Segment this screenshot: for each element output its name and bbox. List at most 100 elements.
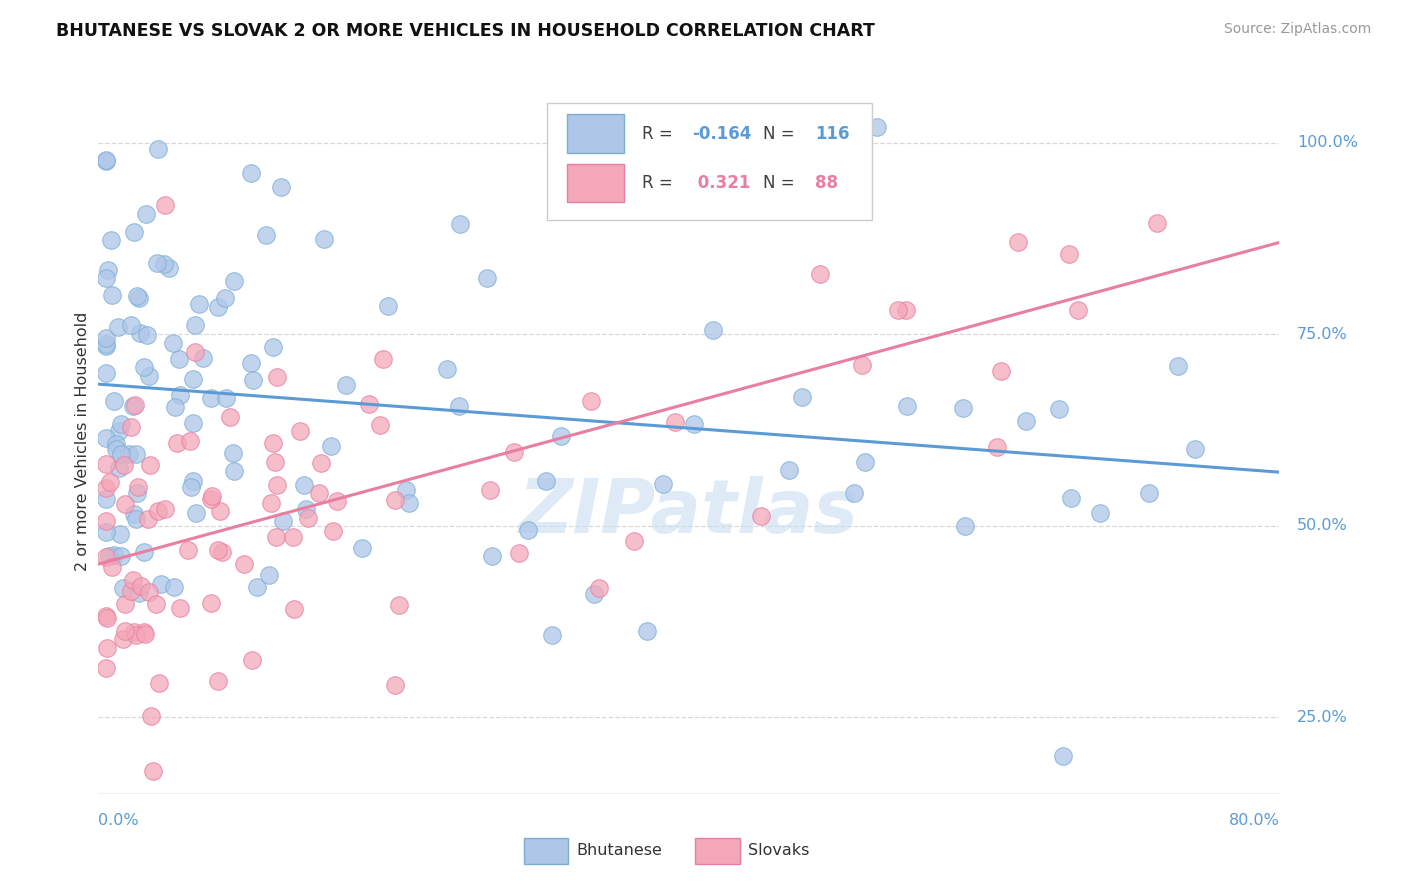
Point	[94, 514, 117, 528]
Text: Source: ZipAtlas.com: Source: ZipAtlas.com	[1223, 22, 1371, 37]
Point	[166, 436, 188, 450]
Point	[111, 632, 134, 646]
Point	[94, 661, 117, 675]
Point	[169, 387, 191, 401]
Point	[312, 232, 335, 246]
Point	[986, 440, 1008, 454]
FancyBboxPatch shape	[567, 163, 624, 202]
Point	[94, 154, 117, 169]
Point	[125, 289, 148, 303]
Point	[122, 507, 145, 521]
Point	[636, 624, 658, 638]
Point	[186, 506, 208, 520]
Point	[94, 608, 117, 623]
Point	[112, 458, 135, 472]
Point	[1146, 216, 1168, 230]
Point	[181, 372, 204, 386]
Point	[114, 497, 136, 511]
Point	[142, 764, 165, 778]
Point	[264, 530, 287, 544]
Point	[207, 543, 229, 558]
Point	[129, 579, 152, 593]
Point	[98, 475, 121, 489]
Point	[508, 546, 530, 560]
Point	[122, 573, 145, 587]
Point	[321, 439, 343, 453]
Point	[297, 511, 319, 525]
Point	[259, 496, 281, 510]
Point	[128, 291, 150, 305]
Point	[1088, 506, 1111, 520]
Text: 100.0%: 100.0%	[1298, 136, 1358, 151]
Point	[181, 474, 204, 488]
Point	[384, 677, 406, 691]
Text: 25.0%: 25.0%	[1298, 710, 1348, 725]
Point	[778, 463, 800, 477]
Point	[664, 415, 686, 429]
Point	[211, 545, 233, 559]
Point	[121, 399, 143, 413]
Point	[134, 359, 156, 374]
FancyBboxPatch shape	[547, 103, 872, 219]
Point	[582, 586, 605, 600]
Point	[232, 558, 254, 572]
Point	[541, 628, 564, 642]
Point	[94, 525, 117, 540]
Point	[120, 318, 142, 333]
Point	[108, 424, 131, 438]
Point	[239, 166, 262, 180]
Point	[588, 581, 610, 595]
Point	[169, 600, 191, 615]
Point	[162, 336, 184, 351]
Point	[623, 533, 645, 548]
Point	[193, 351, 215, 365]
Point	[270, 180, 292, 194]
Point	[292, 478, 315, 492]
Point	[842, 486, 865, 500]
Point	[96, 367, 118, 381]
Point	[96, 641, 118, 656]
Point	[94, 153, 117, 167]
Point	[254, 227, 277, 242]
Point	[384, 493, 406, 508]
Point	[148, 142, 170, 156]
Point	[550, 429, 572, 443]
Point	[94, 331, 117, 345]
Point	[153, 257, 176, 271]
Point	[134, 624, 156, 639]
Text: 50.0%: 50.0%	[1298, 518, 1348, 533]
Point	[1067, 303, 1090, 318]
Text: Bhutanese: Bhutanese	[576, 843, 662, 858]
Point	[702, 323, 724, 337]
Point	[114, 624, 136, 639]
Point	[184, 345, 207, 359]
Point	[150, 577, 173, 591]
Point	[127, 480, 149, 494]
FancyBboxPatch shape	[695, 838, 740, 864]
Point	[124, 398, 146, 412]
Point	[240, 652, 263, 666]
Point	[219, 409, 242, 424]
Point	[209, 504, 232, 518]
Point	[125, 512, 148, 526]
Point	[242, 373, 264, 387]
Point	[110, 549, 132, 563]
Point	[103, 549, 125, 563]
Text: 0.321: 0.321	[693, 174, 751, 192]
Point	[129, 326, 152, 341]
Text: 88: 88	[815, 174, 838, 192]
Text: R =: R =	[641, 174, 678, 192]
Point	[266, 370, 288, 384]
Text: N =: N =	[763, 174, 800, 192]
Point	[135, 328, 157, 343]
Text: 80.0%: 80.0%	[1229, 813, 1279, 828]
Point	[125, 627, 148, 641]
Point	[322, 524, 344, 538]
Point	[1167, 359, 1189, 374]
Point	[100, 233, 122, 247]
Point	[132, 545, 155, 559]
Point	[96, 431, 118, 445]
Point	[110, 417, 132, 432]
Point	[200, 491, 222, 506]
Point	[257, 567, 280, 582]
